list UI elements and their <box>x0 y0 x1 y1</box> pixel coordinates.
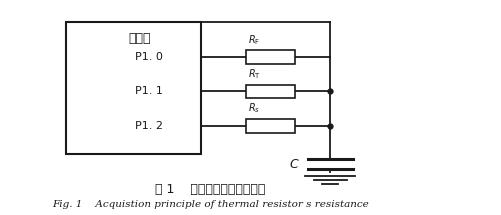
Text: Fig. 1    Acquistion principle of thermal resistor s resistance: Fig. 1 Acquistion principle of thermal r… <box>52 200 369 209</box>
Text: $R_s$: $R_s$ <box>248 101 260 115</box>
Text: 图 1    热敏电阻阻值获取原理: 图 1 热敏电阻阻值获取原理 <box>155 183 266 196</box>
Text: C: C <box>289 158 298 171</box>
Text: P1. 0: P1. 0 <box>135 52 163 62</box>
Text: 处理器: 处理器 <box>129 32 151 45</box>
Bar <box>245 84 296 98</box>
Text: P1. 2: P1. 2 <box>135 121 163 131</box>
Text: $R_{\rm F}$: $R_{\rm F}$ <box>248 33 260 46</box>
Bar <box>245 50 296 64</box>
Text: $R_{\rm T}$: $R_{\rm T}$ <box>248 67 261 81</box>
Bar <box>66 22 200 155</box>
Text: P1. 1: P1. 1 <box>135 86 163 97</box>
Bar <box>245 119 296 133</box>
